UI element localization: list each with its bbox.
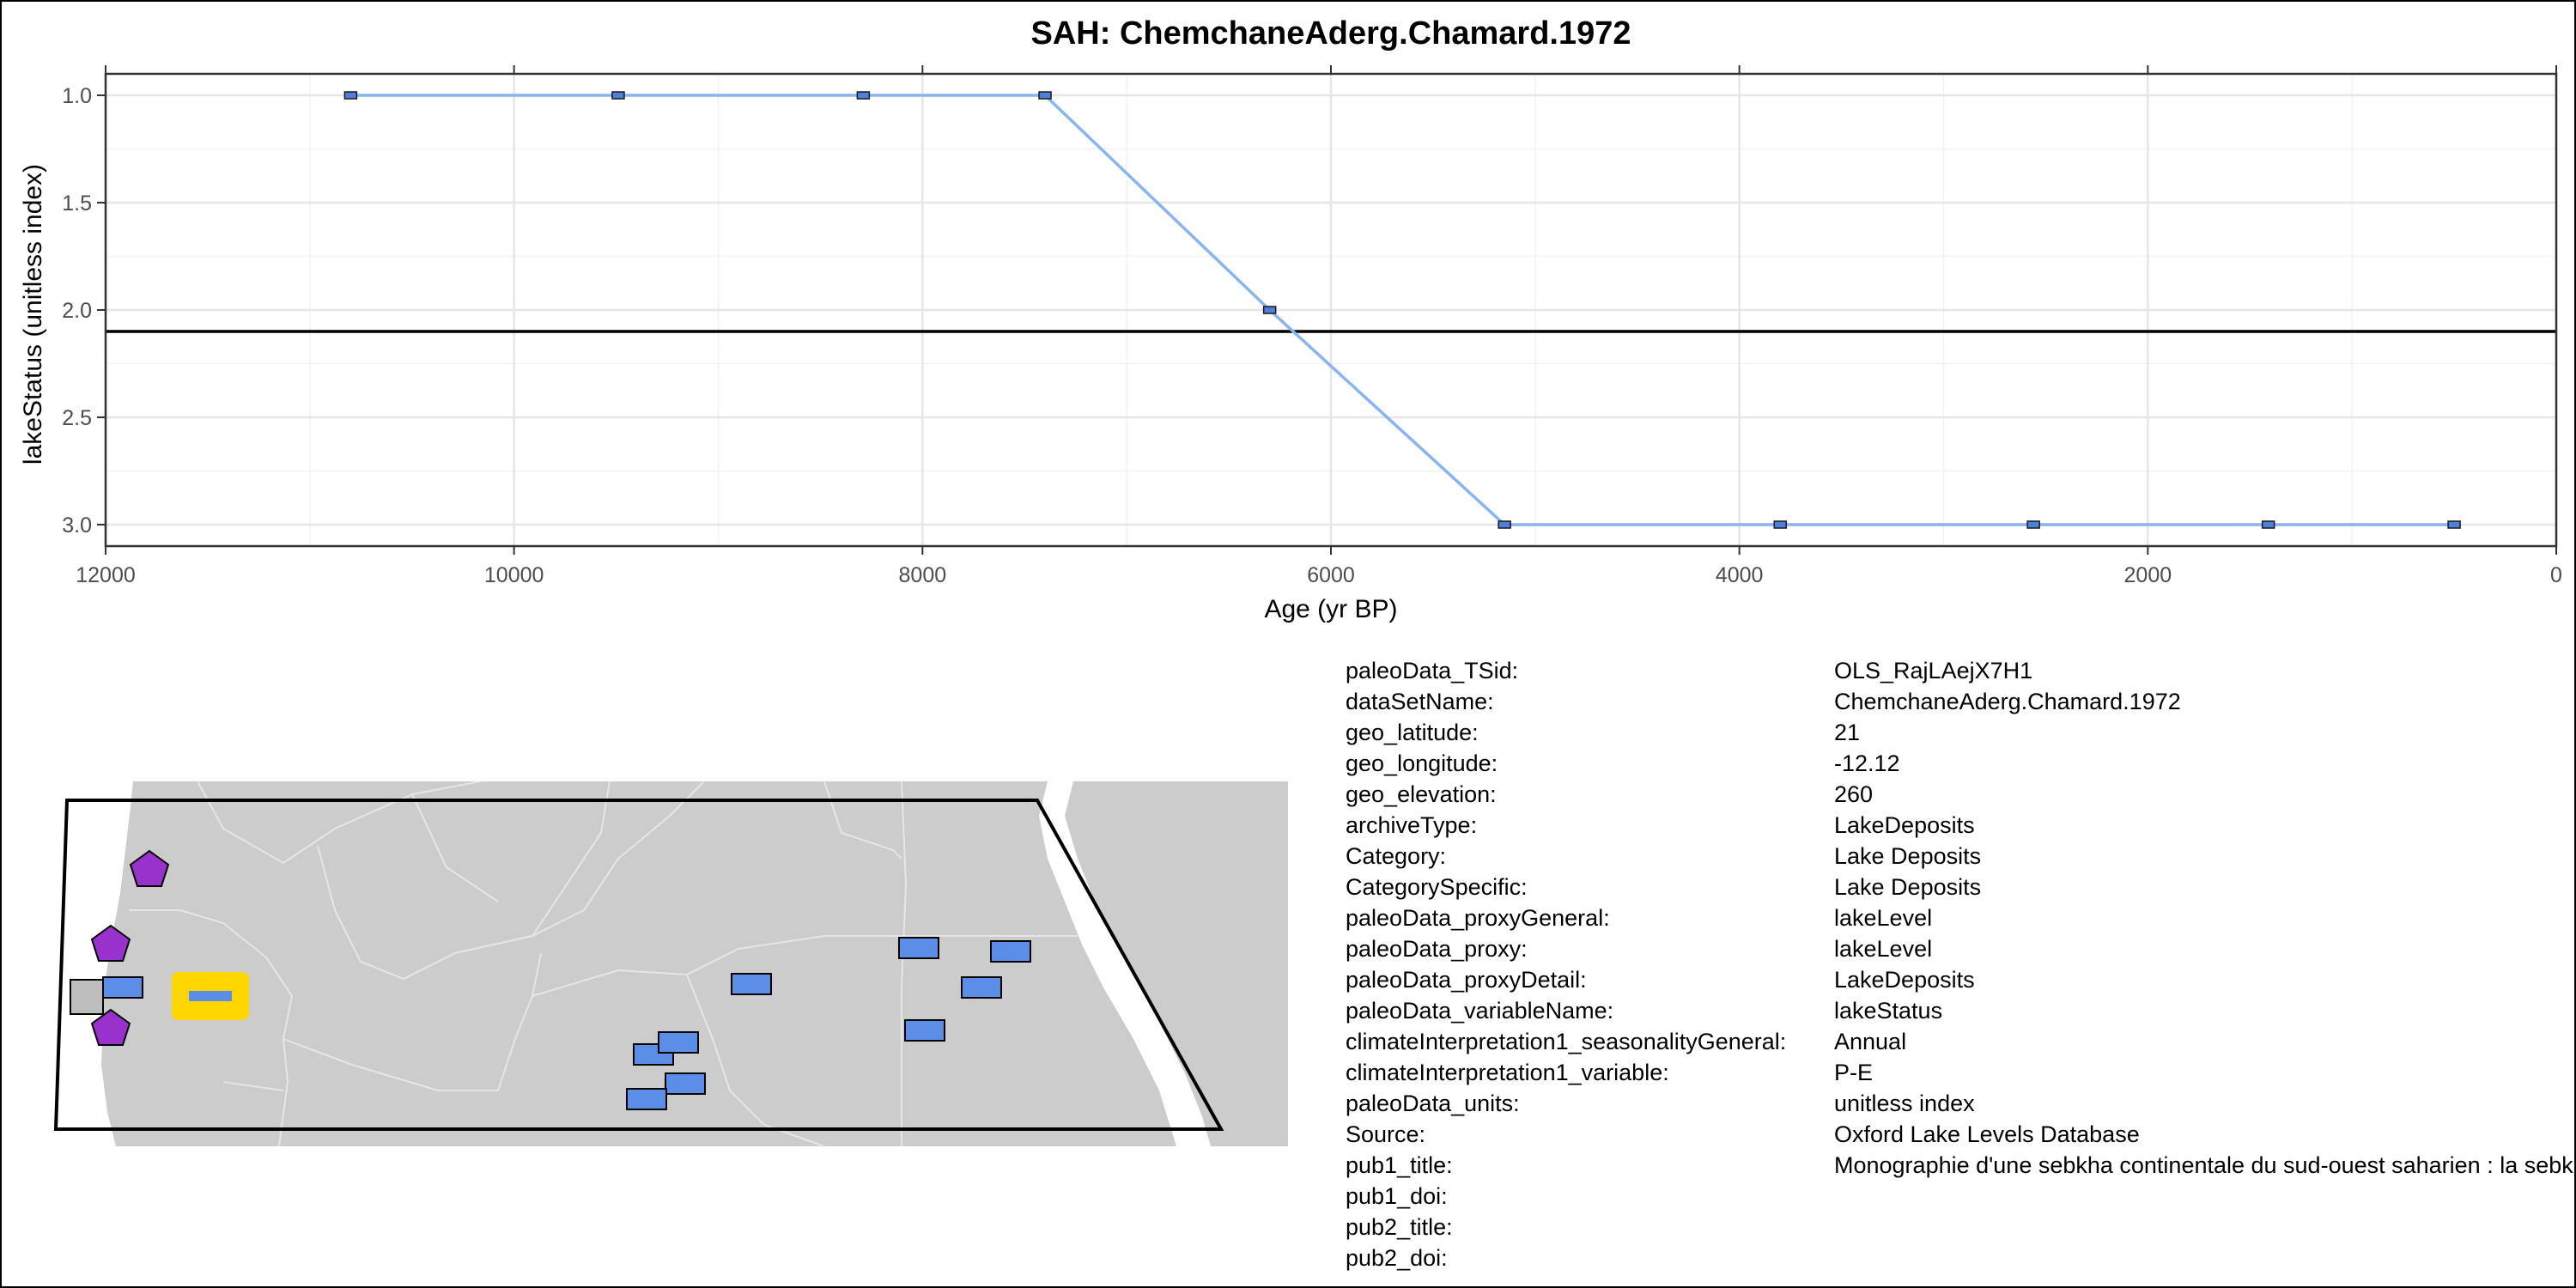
data-point <box>1498 520 1511 529</box>
metadata-key: climateInterpretation1_variable: <box>1346 1060 1669 1085</box>
metadata-key: climateInterpretation1_seasonalityGenera… <box>1346 1029 1787 1054</box>
metadata-value: Annual <box>1834 1029 1907 1054</box>
x-tick-label: 0 <box>2550 563 2562 587</box>
x-axis-label: Age (yr BP) <box>1264 595 1397 623</box>
metadata-value: lakeLevel <box>1834 905 1933 931</box>
site-map <box>53 781 1288 1147</box>
y-axis-label: lakeStatus (unitless index) <box>19 164 47 465</box>
other-site-marker <box>129 849 170 887</box>
x-tick-label: 2000 <box>2124 563 2172 587</box>
metadata-value: Lake Deposits <box>1834 843 1982 869</box>
site-marker <box>898 937 939 959</box>
metadata-value: 260 <box>1834 781 1874 807</box>
metadata-key: pub2_doi: <box>1346 1245 1448 1271</box>
data-point <box>856 91 871 100</box>
lake-status-chart: SAH: ChemchaneAderg.Chamard.1972 12000 10… <box>19 15 2562 623</box>
metadata-key: archiveType: <box>1346 812 1478 838</box>
other-site-marker <box>90 1008 131 1046</box>
metadata-key: paleoData_TSid: <box>1346 658 1519 683</box>
x-tick-label: 12000 <box>76 563 136 587</box>
metadata-key: dataSetName: <box>1346 689 1494 714</box>
chart-title: SAH: ChemchaneAderg.Chamard.1972 <box>1031 15 1631 52</box>
x-tick-label: 4000 <box>1716 563 1764 587</box>
y-tick-label: 2.0 <box>62 299 92 323</box>
grey-site-marker <box>70 979 104 1015</box>
data-point <box>1038 91 1052 100</box>
metadata-value: Lake Deposits <box>1834 874 1982 900</box>
metadata-value: unitless index <box>1834 1091 1975 1116</box>
metadata-panel: paleoData_TSid: OLS_RajLAejX7H1 dataSetNam… <box>1346 658 2573 1285</box>
metadata-value: -12.12 <box>1834 750 1900 776</box>
map-landmass <box>101 781 1288 1146</box>
metadata-key: paleoData_proxy: <box>1346 936 1528 962</box>
region-outline <box>53 799 1224 1131</box>
site-marker <box>904 1019 945 1042</box>
data-point <box>2261 520 2275 529</box>
metadata-key: geo_elevation: <box>1346 781 1497 807</box>
metadata-value: Monographie d'une sebkha continentale du… <box>1834 1152 2573 1178</box>
metadata-value: LakeDeposits <box>1834 967 1975 993</box>
data-point <box>2447 520 2461 529</box>
metadata-key: pub1_doi: <box>1346 1183 1448 1209</box>
metadata-value: 21 <box>1834 720 1861 745</box>
site-marker <box>961 976 1002 999</box>
metadata-value: P-E <box>1834 1060 1874 1085</box>
metadata-key: geo_longitude: <box>1346 750 1498 776</box>
metadata-value: OLS_RajLAejX7H1 <box>1834 658 2033 683</box>
metadata-value: ChemchaneAderg.Chamard.1972 <box>1834 689 2181 714</box>
plot-panel-border <box>104 72 2558 548</box>
selected-site-marker <box>189 991 232 1001</box>
metadata-value: LakeDeposits <box>1834 812 1975 838</box>
site-marker <box>731 973 772 995</box>
metadata-key: geo_latitude: <box>1346 720 1479 745</box>
metadata-key: CategorySpecific: <box>1346 874 1528 900</box>
y-tick-label: 2.5 <box>62 406 92 430</box>
other-site-marker <box>90 924 131 962</box>
data-point <box>611 91 625 100</box>
site-marker <box>665 1072 706 1095</box>
site-marker <box>626 1088 667 1110</box>
metadata-key: paleoData_proxyGeneral: <box>1346 905 1610 931</box>
metadata-key: paleoData_proxyDetail: <box>1346 967 1587 993</box>
x-tick-label: 8000 <box>899 563 947 587</box>
site-marker <box>102 976 143 999</box>
metadata-key: Source: <box>1346 1121 1426 1147</box>
data-point <box>1773 520 1787 529</box>
metadata-value: lakeLevel <box>1834 936 1933 962</box>
y-tick-label: 1.5 <box>62 191 92 216</box>
metadata-key: pub1_title: <box>1346 1152 1453 1178</box>
metadata-key: paleoData_variableName: <box>1346 998 1614 1024</box>
lake-deposit-sites <box>102 937 1031 1110</box>
data-point <box>1262 306 1277 314</box>
other-archive-sites <box>70 849 170 1046</box>
metadata-key: Category: <box>1346 843 1447 869</box>
metadata-value: lakeStatus <box>1834 998 1943 1024</box>
x-tick-label: 10000 <box>484 563 544 587</box>
site-marker <box>658 1031 699 1054</box>
y-tick-label: 1.0 <box>62 84 92 108</box>
x-tick-label: 6000 <box>1307 563 1355 587</box>
country-borders <box>129 781 1078 1147</box>
y-tick-label: 3.0 <box>62 513 92 538</box>
series-line <box>350 94 2455 526</box>
metadata-key: pub2_title: <box>1346 1214 1453 1240</box>
metadata-key: paleoData_units: <box>1346 1091 1520 1116</box>
data-point <box>2026 520 2040 529</box>
metadata-value: Oxford Lake Levels Database <box>1834 1121 2140 1147</box>
data-point <box>343 91 358 100</box>
map-inland-sea <box>1048 781 1211 1146</box>
site-marker <box>990 940 1031 963</box>
